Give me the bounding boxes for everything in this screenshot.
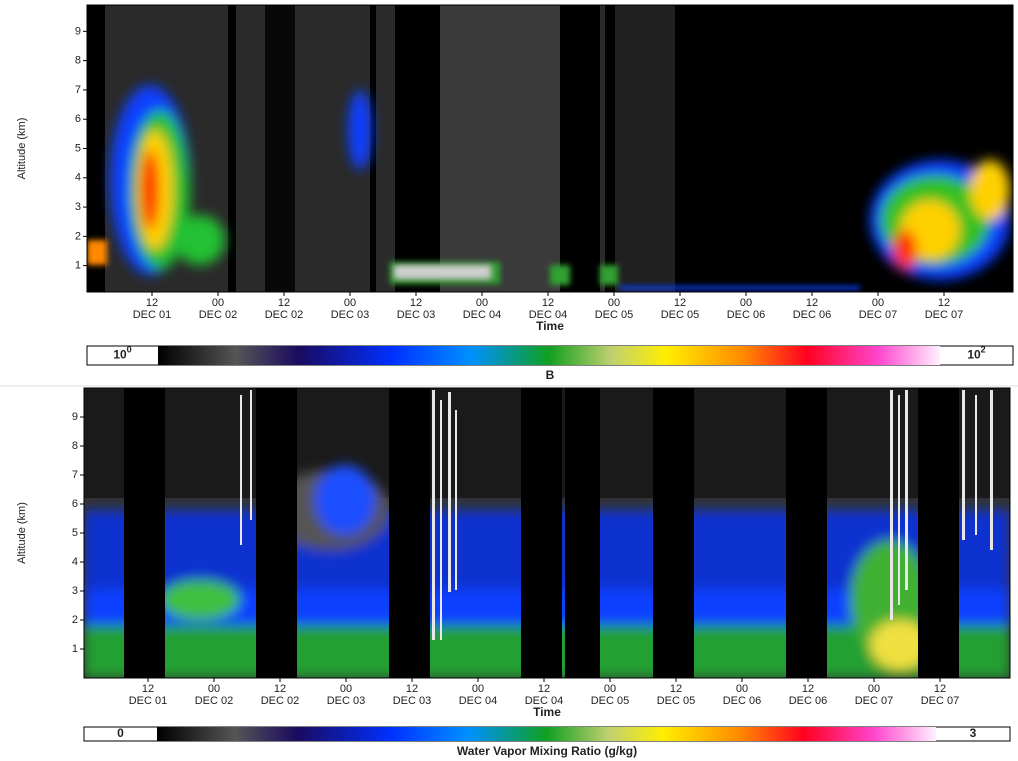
x-tick-label: 00	[736, 683, 748, 695]
y-tick-label: 2	[72, 614, 78, 626]
colorbar-end-base: 10	[967, 348, 981, 362]
x-tick-label: DEC 02	[195, 695, 234, 707]
x-axis-label: Time	[533, 705, 561, 719]
y-tick-label: 1	[75, 260, 81, 272]
y-tick-label: 8	[75, 55, 81, 67]
x-tick-label: 00	[340, 683, 352, 695]
x-tick-label: DEC 06	[793, 309, 832, 321]
x-axis-label: Time	[536, 319, 564, 333]
y-tick-label: 4	[75, 172, 81, 184]
x-tick-label: DEC 07	[855, 695, 894, 707]
x-tick-label: 00	[868, 683, 880, 695]
figure: 12345678912DEC 0100DEC 0212DEC 0200DEC 0…	[0, 0, 1018, 761]
x-tick-label: DEC 02	[261, 695, 300, 707]
x-tick-label: DEC 03	[327, 695, 366, 707]
x-tick-label: DEC 04	[459, 695, 498, 707]
colorbar	[158, 346, 940, 365]
y-tick-label: 3	[75, 201, 81, 213]
x-tick-label: DEC 03	[393, 695, 432, 707]
x-tick-label: DEC 06	[789, 695, 828, 707]
colorbar-end-label: 0	[117, 726, 124, 740]
x-tick-label: DEC 06	[727, 309, 766, 321]
x-tick-label: DEC 07	[921, 695, 960, 707]
x-tick-label: 12	[410, 297, 422, 309]
x-tick-label: 12	[802, 683, 814, 695]
y-tick-label: 7	[75, 84, 81, 96]
x-tick-label: DEC 06	[723, 695, 762, 707]
y-tick-label: 5	[75, 142, 81, 154]
y-tick-label: 9	[75, 25, 81, 37]
y-axis-label: Altitude (km)	[16, 502, 28, 564]
x-tick-label: 00	[208, 683, 220, 695]
x-tick-label: DEC 02	[265, 309, 304, 321]
x-tick-label: 00	[476, 297, 488, 309]
y-tick-label: 5	[72, 527, 78, 539]
colorbar-label: Water Vapor Mixing Ratio (g/kg)	[457, 744, 637, 758]
x-tick-label: DEC 03	[331, 309, 370, 321]
x-tick-label: 12	[806, 297, 818, 309]
colorbar	[157, 727, 936, 741]
x-tick-label: 12	[674, 297, 686, 309]
x-tick-label: DEC 04	[463, 309, 502, 321]
x-tick-label: 12	[538, 683, 550, 695]
y-tick-label: 4	[72, 556, 78, 568]
x-tick-label: DEC 05	[595, 309, 634, 321]
x-tick-label: 12	[278, 297, 290, 309]
x-tick-label: 12	[542, 297, 554, 309]
x-tick-label: 12	[934, 683, 946, 695]
colorbar-label: B	[546, 368, 555, 382]
x-tick-label: 00	[212, 297, 224, 309]
x-tick-label: 12	[406, 683, 418, 695]
y-tick-label: 3	[72, 585, 78, 597]
colorbar-end-label: 3	[970, 726, 977, 740]
colorbar-end-exponent: 2	[981, 345, 986, 355]
x-tick-label: DEC 05	[591, 695, 630, 707]
x-tick-label: 12	[938, 297, 950, 309]
x-tick-label: DEC 01	[133, 309, 172, 321]
x-tick-label: 12	[274, 683, 286, 695]
x-tick-label: DEC 03	[397, 309, 436, 321]
y-axis-label: Altitude (km)	[16, 118, 28, 180]
x-tick-label: 00	[472, 683, 484, 695]
x-tick-label: 00	[740, 297, 752, 309]
y-tick-label: 6	[72, 498, 78, 510]
x-tick-label: 00	[872, 297, 884, 309]
colorbar-end-base: 10	[113, 348, 127, 362]
x-tick-label: 12	[146, 297, 158, 309]
x-tick-label: 12	[670, 683, 682, 695]
y-tick-label: 6	[75, 113, 81, 125]
y-tick-label: 2	[75, 230, 81, 242]
y-tick-label: 9	[72, 411, 78, 423]
colorbar-end-exponent: 0	[127, 345, 132, 355]
x-tick-label: 12	[142, 683, 154, 695]
backscatter-image	[87, 5, 1013, 292]
water-vapor-image	[84, 388, 1010, 678]
y-tick-label: 7	[72, 469, 78, 481]
x-tick-label: DEC 07	[925, 309, 964, 321]
x-tick-label: DEC 05	[661, 309, 700, 321]
y-tick-label: 1	[72, 643, 78, 655]
x-tick-label: DEC 01	[129, 695, 168, 707]
x-tick-label: DEC 07	[859, 309, 898, 321]
x-tick-label: 00	[344, 297, 356, 309]
y-tick-label: 8	[72, 440, 78, 452]
x-tick-label: DEC 05	[657, 695, 696, 707]
x-tick-label: 00	[608, 297, 620, 309]
x-tick-label: DEC 02	[199, 309, 238, 321]
x-tick-label: 00	[604, 683, 616, 695]
